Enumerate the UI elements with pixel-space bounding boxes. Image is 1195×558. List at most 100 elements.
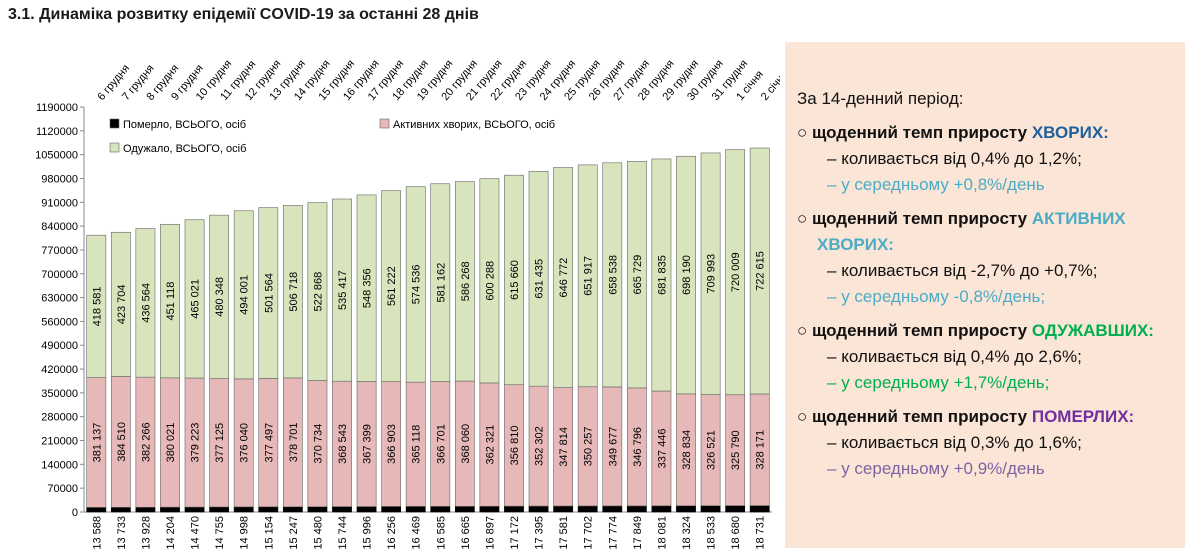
- y-tick-label: 1120000: [36, 126, 78, 138]
- item-lead: щоденний темп приросту АКТИВНИХ ХВОРИХ:: [797, 206, 1175, 258]
- bar-segment: [479, 178, 500, 384]
- bar-segment: [430, 183, 451, 382]
- value-label: 418 581: [91, 287, 103, 327]
- value-label: 561 222: [386, 266, 398, 306]
- bar-segment: [577, 505, 598, 513]
- value-label: 18 081: [656, 516, 668, 550]
- value-label: 17 395: [534, 516, 546, 550]
- value-label: 586 268: [460, 261, 472, 301]
- value-label: 494 001: [239, 275, 251, 315]
- value-label: 18 324: [681, 516, 693, 550]
- value-label: 337 446: [656, 429, 668, 469]
- value-label: 18 533: [706, 516, 718, 550]
- bar-segment: [160, 506, 180, 513]
- item-lead: щоденний темп приросту ОДУЖАВШИХ:: [797, 318, 1175, 344]
- legend-swatch: [379, 118, 390, 129]
- value-label: 350 257: [583, 426, 595, 466]
- item-lead: щоденний темп приросту ПОМЕРЛИХ:: [797, 404, 1175, 430]
- average: у середньому +0,9%/день: [797, 456, 1175, 482]
- value-label: 15 744: [337, 516, 349, 550]
- value-label: 17 702: [583, 516, 595, 550]
- bar-segment: [110, 507, 131, 513]
- chart: 0 70000 140000 210000 280000 350000 420000 4900…: [35, 58, 780, 550]
- title: 3.1. Динаміка розвитку епідемії COVID-19…: [8, 6, 479, 23]
- bar-segment: [504, 174, 524, 386]
- value-label: 15 480: [312, 516, 324, 550]
- bar-segment: [749, 147, 770, 395]
- bar-segment: [602, 162, 623, 388]
- value-label: 368 060: [460, 424, 472, 464]
- y-tick-label: 840000: [41, 221, 78, 233]
- y-tick-label: 770000: [41, 245, 78, 257]
- bar-segment: [700, 152, 721, 395]
- value-label: 328 171: [755, 430, 767, 470]
- value-label: 366 701: [435, 424, 447, 464]
- value-label: 16 665: [460, 516, 472, 550]
- value-label: 681 835: [656, 255, 668, 295]
- average: у середньому -0,8%/день;: [797, 284, 1175, 310]
- bar-segment: [135, 506, 156, 513]
- value-label: 651 917: [583, 256, 595, 296]
- y-tick-label: 350000: [41, 388, 78, 400]
- value-label: 16 256: [386, 516, 398, 550]
- bar-segment: [233, 506, 254, 513]
- item-lead: щоденний темп приросту ХВОРИХ:: [797, 120, 1175, 146]
- range: коливається від -2,7% до +0,7%;: [797, 258, 1175, 284]
- value-label: 16 469: [411, 516, 423, 550]
- bar-segment: [184, 506, 205, 513]
- bar-segment: [528, 170, 549, 387]
- value-label: 615 660: [509, 260, 521, 300]
- value-label: 451 118: [165, 282, 177, 321]
- bar-segment: [626, 161, 647, 389]
- bar-segment: [381, 190, 402, 382]
- bar-segment: [700, 505, 721, 513]
- highlight: АКТИВНИХ ХВОРИХ:: [817, 209, 1126, 254]
- value-label: 346 796: [632, 427, 644, 467]
- value-label: 13 733: [116, 516, 128, 550]
- bar-segment: [479, 505, 500, 513]
- value-label: 14 204: [165, 516, 177, 550]
- average: у середньому +0,8%/день: [797, 172, 1175, 198]
- bar-segment: [233, 210, 254, 380]
- value-label: 365 118: [411, 425, 423, 464]
- value-label: 379 223: [190, 423, 202, 463]
- value-label: 328 834: [681, 430, 693, 470]
- range: коливається від 0,4% до 1,2%;: [797, 146, 1175, 172]
- value-label: 600 288: [484, 261, 496, 301]
- y-tick-label: 700000: [41, 269, 78, 281]
- value-label: 347 814: [558, 427, 570, 467]
- value-label: 720 009: [730, 252, 742, 292]
- highlight: ОДУЖАВШИХ:: [1031, 321, 1154, 340]
- bar-segment: [381, 506, 402, 513]
- value-label: 16 585: [435, 516, 447, 550]
- value-label: 367 399: [362, 424, 374, 464]
- value-label: 14 755: [214, 516, 226, 550]
- value-label: 581 162: [435, 263, 447, 303]
- bar-segment: [86, 234, 107, 378]
- lead-text: щоденний темп приросту: [812, 123, 1032, 142]
- value-label: 378 701: [288, 422, 300, 462]
- value-label: 17 774: [607, 516, 619, 550]
- value-label: 380 021: [165, 423, 177, 463]
- value-label: 13 928: [140, 516, 152, 550]
- value-label: 465 021: [190, 279, 202, 319]
- value-label: 646 772: [558, 258, 570, 298]
- range: коливається від 0,4% до 2,6%;: [797, 344, 1175, 370]
- value-label: 522 868: [312, 272, 324, 312]
- bar-segment: [405, 506, 426, 513]
- bar-segment: [307, 202, 328, 381]
- bar-segment: [725, 149, 746, 396]
- y-tick-label: 210000: [41, 436, 78, 448]
- bar-segment: [405, 186, 426, 383]
- value-label: 349 677: [607, 427, 619, 467]
- lead-text: щоденний темп приросту: [812, 407, 1032, 426]
- y-tick-label: 70000: [47, 483, 78, 495]
- y-tick-label: 1190000: [36, 102, 78, 114]
- value-label: 376 040: [239, 423, 251, 463]
- average: у середньому +1,7%/день;: [797, 370, 1175, 396]
- y-tick-label: 630000: [41, 293, 78, 305]
- y-tick-label: 980000: [41, 173, 78, 185]
- bar-segment: [553, 167, 574, 388]
- value-label: 384 510: [116, 422, 128, 462]
- value-label: 17 849: [632, 516, 644, 550]
